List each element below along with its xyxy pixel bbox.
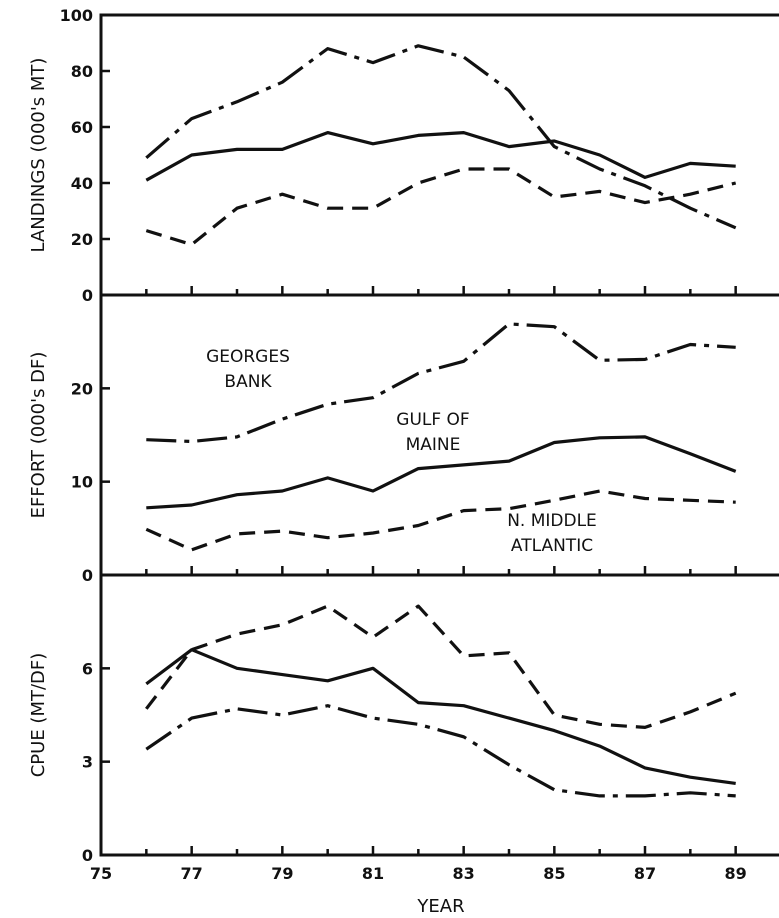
y-tick-label: 0 bbox=[82, 846, 93, 865]
series-label-gulf-of-maine: GULF OF MAINE bbox=[396, 410, 469, 455]
series-label-line: MAINE bbox=[406, 435, 461, 455]
series-line-georges-bank bbox=[145, 44, 737, 230]
series-line-gulf-of-maine bbox=[145, 131, 736, 182]
x-tick-label: 85 bbox=[543, 864, 565, 883]
y-axis-label: EFFORT (000's DF) bbox=[28, 352, 49, 519]
series-line-n-middle-atlantic bbox=[145, 167, 737, 247]
x-tick-label: 83 bbox=[453, 864, 475, 883]
y-tick-label: 0 bbox=[82, 566, 93, 585]
tick-group: 0 20 40 60 80 100 bbox=[60, 6, 737, 305]
series-line-n-middle-atlantic bbox=[145, 604, 737, 729]
y-axis-label: CPUE (MT/DF) bbox=[28, 653, 49, 778]
x-tick-group: 75 77 79 81 83 85 87 89 bbox=[90, 864, 747, 883]
panel-landings: LANDINGS (000's MT) 0 20 40 60 80 100 bbox=[28, 6, 779, 305]
series-line-gulf-of-maine bbox=[146, 435, 737, 510]
y-tick-label: 100 bbox=[60, 6, 93, 25]
series-label-line: BANK bbox=[224, 372, 272, 392]
series-group bbox=[145, 322, 737, 552]
y-tick-label: 80 bbox=[71, 62, 93, 81]
series-label-n-middle-atlantic: N. MIDDLE ATLANTIC bbox=[507, 511, 597, 556]
y-tick-label: 20 bbox=[71, 230, 93, 249]
panel-cpue: CPUE (MT/DF) 0 3 6 75 77 79 81 83 85 87 89 bbox=[28, 573, 779, 883]
y-tick-label: 10 bbox=[71, 473, 93, 492]
plot-frame bbox=[99, 573, 779, 857]
panel-effort: EFFORT (000's DF) 0 10 20 GEORGES BANK GULF … bbox=[28, 293, 779, 585]
y-tick-label: 3 bbox=[82, 753, 93, 772]
y-tick-label: 60 bbox=[71, 118, 93, 137]
x-tick-label: 77 bbox=[181, 864, 203, 883]
series-label-line: GULF OF bbox=[396, 410, 469, 430]
x-tick-label: 81 bbox=[362, 864, 384, 883]
x-tick-label: 87 bbox=[634, 864, 656, 883]
x-tick-label: 75 bbox=[90, 864, 112, 883]
series-label-line: N. MIDDLE bbox=[507, 511, 597, 531]
annotation-group: GEORGES BANK GULF OF MAINE N. MIDDLE ATLANTIC bbox=[206, 347, 597, 556]
x-tick-label: 79 bbox=[271, 864, 293, 883]
x-axis-label: YEAR bbox=[416, 896, 464, 917]
series-line-georges-bank bbox=[146, 322, 736, 444]
series-group bbox=[145, 44, 737, 247]
series-group bbox=[145, 604, 737, 798]
series-line-n-middle-atlantic bbox=[145, 489, 736, 552]
y-tick-label: 0 bbox=[82, 286, 93, 305]
tick-group: 0 3 6 bbox=[82, 659, 737, 865]
y-tick-label: 40 bbox=[71, 174, 93, 193]
y-tick-label: 20 bbox=[71, 379, 93, 398]
series-line-gulf-of-maine bbox=[145, 648, 736, 785]
y-tick-label: 6 bbox=[82, 659, 93, 678]
series-label-georges-bank: GEORGES BANK bbox=[206, 347, 290, 392]
y-axis-label: LANDINGS (000's MT) bbox=[28, 58, 49, 253]
series-line-georges-bank bbox=[145, 704, 736, 798]
x-tick-label: 89 bbox=[725, 864, 747, 883]
series-label-line: ATLANTIC bbox=[511, 536, 593, 556]
series-label-line: GEORGES bbox=[206, 347, 290, 367]
